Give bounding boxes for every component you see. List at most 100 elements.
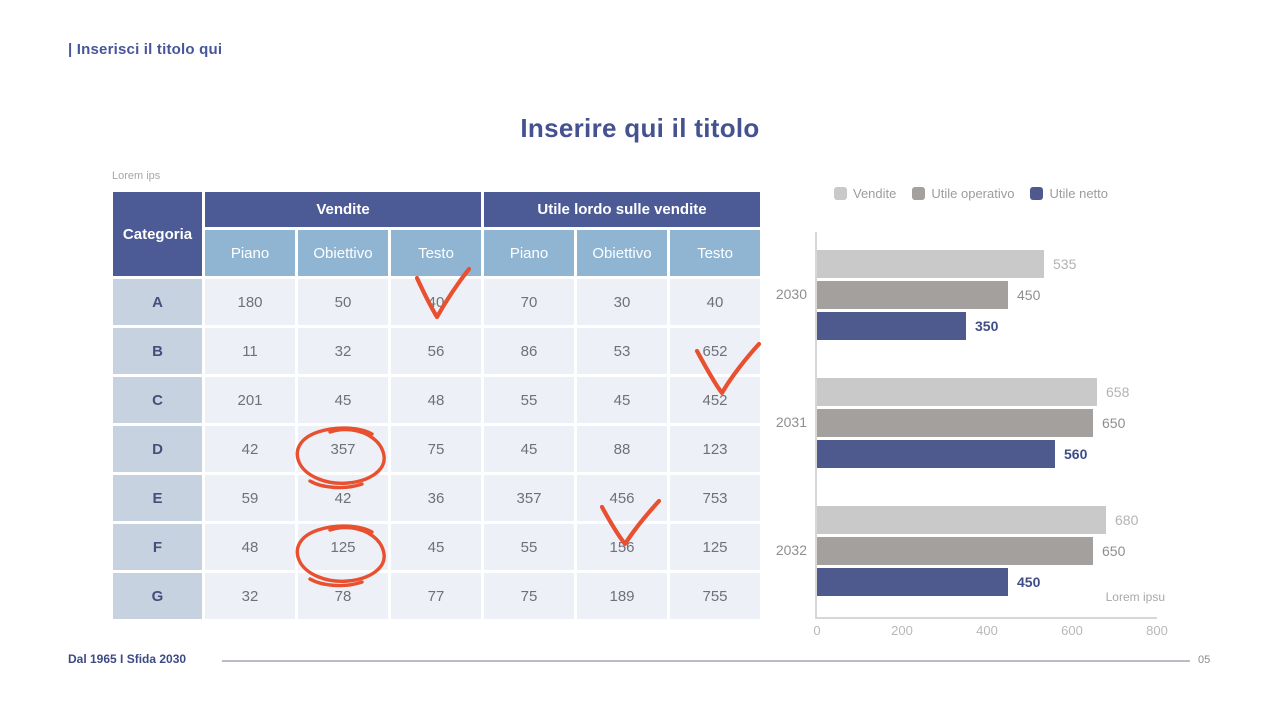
table-row: D 42 357 75 45 88 123 — [113, 426, 760, 472]
category-cell: A — [113, 279, 202, 325]
x-axis-tick-label: 600 — [1061, 623, 1083, 638]
subheader-cell: Obiettivo — [577, 230, 667, 276]
bar-vendite — [817, 506, 1106, 534]
value-cell: 42 — [298, 475, 388, 521]
value-cell: 11 — [205, 328, 295, 374]
bar-chart: Vendite Utile operativo Utile netto Lorem … — [770, 180, 1172, 650]
value-cell: 55 — [484, 524, 574, 570]
axis-category-label: 2031 — [775, 414, 807, 430]
chart-legend: Vendite Utile operativo Utile netto — [770, 186, 1172, 201]
subheader-cell: Obiettivo — [298, 230, 388, 276]
value-cell: 32 — [205, 573, 295, 619]
corner-header-cell: Categoria — [113, 192, 202, 276]
value-cell: 40 — [391, 279, 481, 325]
subheader-cell: Testo — [670, 230, 760, 276]
value-cell: 55 — [484, 377, 574, 423]
x-axis-tick-label: 400 — [976, 623, 998, 638]
value-cell: 32 — [298, 328, 388, 374]
page-number: 05 — [1198, 654, 1211, 666]
bar-utile-operativo — [817, 281, 1008, 309]
bar-value-label: 658 — [1106, 384, 1130, 400]
bar-utile-netto — [817, 312, 966, 340]
value-cell: 45 — [298, 377, 388, 423]
legend-item: Vendite — [833, 186, 896, 201]
table-row: G 32 78 77 75 189 755 — [113, 573, 760, 619]
slide-header-title: | Inserisci il titolo qui — [68, 41, 223, 58]
value-cell: 88 — [577, 426, 667, 472]
value-cell: 45 — [484, 426, 574, 472]
value-cell: 30 — [577, 279, 667, 325]
category-cell: B — [113, 328, 202, 374]
table-row: C 201 45 48 55 45 452 — [113, 377, 760, 423]
value-cell: 45 — [391, 524, 481, 570]
value-cell: 652 — [670, 328, 760, 374]
value-cell: 180 — [205, 279, 295, 325]
value-cell: 45 — [577, 377, 667, 423]
value-cell: 77 — [391, 573, 481, 619]
legend-item: Utile operativo — [912, 186, 1014, 201]
value-cell: 56 — [391, 328, 481, 374]
value-cell: 125 — [670, 524, 760, 570]
bar-vendite — [817, 250, 1044, 278]
bar-value-label: 450 — [1017, 287, 1041, 303]
subheader-cell: Testo — [391, 230, 481, 276]
table-group-header-row: Categoria Vendite Utile lordo sulle vend… — [113, 192, 760, 276]
value-cell: 189 — [577, 573, 667, 619]
value-cell: 452 — [670, 377, 760, 423]
value-cell: 156 — [577, 524, 667, 570]
table-row: E 59 42 36 357 456 753 — [113, 475, 760, 521]
table-subheader-row: Piano Obiettivo Testo Piano Obiettivo Testo — [113, 230, 760, 276]
x-axis-tick-label: 0 — [813, 623, 821, 638]
bar-value-label: 680 — [1115, 512, 1139, 528]
table-row: B 11 32 56 86 53 652 — [113, 328, 760, 374]
value-cell: 753 — [670, 475, 760, 521]
subheader-cell: Piano — [484, 230, 574, 276]
footer-tagline: Dal 1965 I Sfida 2030 — [68, 652, 187, 666]
legend-swatch-icon — [1030, 187, 1044, 200]
bar-group-2030: 2030 535 450 350 — [776, 250, 1157, 340]
value-cell: 40 — [670, 279, 760, 325]
group-header-vendite: Vendite — [205, 192, 481, 227]
legend-label: Utile netto — [1049, 186, 1109, 201]
value-cell: 357 — [298, 426, 388, 472]
category-cell: D — [113, 426, 202, 472]
value-cell: 59 — [205, 475, 295, 521]
chart-plot: Lorem ipsu 2030 535 450 350 2031 658 650 560 203… — [776, 232, 1168, 638]
category-cell: F — [113, 524, 202, 570]
value-cell: 357 — [484, 475, 574, 521]
value-cell: 456 — [577, 475, 667, 521]
bar-group-2032: 2032 680 650 450 — [776, 506, 1157, 596]
value-cell: 53 — [577, 328, 667, 374]
bar-value-label: 450 — [1017, 574, 1041, 590]
bar-vendite — [817, 378, 1097, 406]
bar-utile-netto — [817, 440, 1055, 468]
bar-value-label: 350 — [975, 318, 999, 334]
axis-category-label: 2030 — [775, 286, 807, 302]
table-body: A 180 50 40 70 30 40 B 11 32 56 86 53 652 C 201 45 48 55 45… — [113, 279, 760, 619]
value-cell: 78 — [298, 573, 388, 619]
data-table: Categoria Vendite Utile lordo sulle vend… — [110, 189, 763, 622]
legend-label: Utile operativo — [931, 186, 1015, 201]
legend-swatch-icon — [912, 187, 926, 200]
value-cell: 48 — [205, 524, 295, 570]
table-row: F 48 125 45 55 156 125 — [113, 524, 760, 570]
value-cell: 75 — [391, 426, 481, 472]
value-cell: 70 — [484, 279, 574, 325]
category-cell: C — [113, 377, 202, 423]
bar-group-2031: 2031 658 650 560 — [776, 378, 1157, 468]
bar-utile-netto — [817, 568, 1008, 596]
bar-value-label: 650 — [1102, 415, 1126, 431]
x-axis-tick-label: 200 — [891, 623, 913, 638]
bar-value-label: 560 — [1064, 446, 1088, 462]
value-cell: 42 — [205, 426, 295, 472]
bar-value-label: 650 — [1102, 543, 1126, 559]
value-cell: 86 — [484, 328, 574, 374]
value-cell: 48 — [391, 377, 481, 423]
category-cell: G — [113, 573, 202, 619]
group-header-utile: Utile lordo sulle vendite — [484, 192, 760, 227]
value-cell: 755 — [670, 573, 760, 619]
value-cell: 201 — [205, 377, 295, 423]
footer-divider — [222, 660, 1190, 662]
chart-note: Lorem ipsu — [1105, 590, 1165, 604]
subheader-cell: Piano — [205, 230, 295, 276]
